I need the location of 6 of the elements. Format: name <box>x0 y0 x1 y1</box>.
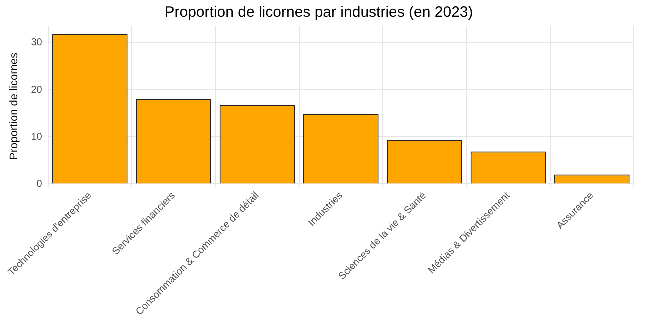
y-axis-title: Proportion de licornes <box>8 52 21 160</box>
y-tick-label: 0 <box>36 178 43 190</box>
chart-title: Proportion de licornes par industries (en 2023) <box>164 4 474 22</box>
y-tick-label: 20 <box>31 84 43 96</box>
y-tick-label: 10 <box>31 132 43 143</box>
y-tick-label: 30 <box>31 38 43 49</box>
